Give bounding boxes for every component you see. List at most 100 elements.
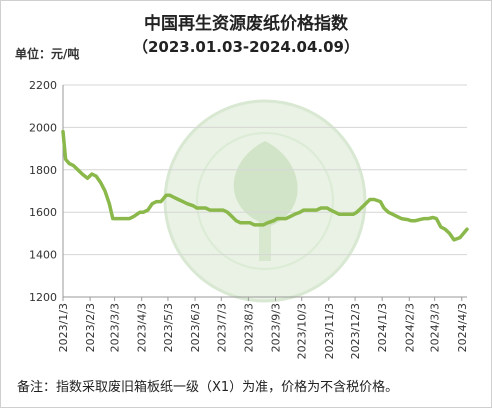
data-point bbox=[218, 209, 221, 211]
data-point bbox=[151, 203, 153, 205]
data-point bbox=[276, 217, 278, 220]
watermark-tree-icon bbox=[233, 141, 298, 226]
data-point bbox=[352, 213, 354, 215]
data-point bbox=[120, 217, 122, 220]
chart-subtitle: （2023.01.03-2024.04.09） bbox=[132, 38, 359, 56]
data-point bbox=[281, 217, 283, 220]
data-point bbox=[115, 217, 117, 220]
x-tick-label: 2023/4/3 bbox=[136, 303, 149, 352]
data-point bbox=[128, 217, 131, 220]
data-point bbox=[112, 217, 114, 220]
data-point bbox=[253, 224, 256, 226]
data-point bbox=[320, 207, 322, 209]
data-point bbox=[124, 217, 126, 220]
data-point bbox=[329, 209, 332, 211]
data-point bbox=[289, 215, 291, 218]
data-point bbox=[307, 209, 309, 211]
x-tick-label: 2023/3/3 bbox=[109, 303, 122, 352]
data-point bbox=[139, 211, 141, 213]
data-point bbox=[226, 211, 228, 213]
data-point bbox=[142, 211, 145, 213]
data-point bbox=[192, 205, 194, 207]
data-point bbox=[334, 211, 336, 213]
data-point bbox=[440, 226, 442, 228]
data-point bbox=[299, 211, 301, 213]
data-point bbox=[100, 181, 102, 184]
data-point bbox=[147, 209, 149, 211]
data-point bbox=[347, 213, 349, 215]
data-point bbox=[462, 232, 465, 234]
data-point bbox=[258, 224, 260, 226]
data-point bbox=[108, 203, 110, 205]
data-point bbox=[177, 198, 180, 201]
data-point bbox=[392, 213, 394, 215]
data-point bbox=[239, 222, 242, 224]
data-point bbox=[186, 203, 188, 205]
data-point bbox=[173, 196, 175, 198]
x-tick-label: 2024/3/3 bbox=[429, 303, 442, 352]
data-point bbox=[373, 198, 375, 201]
data-point bbox=[196, 207, 198, 209]
watermark-inner-ring bbox=[196, 132, 334, 270]
y-tick-label: 1200 bbox=[29, 291, 57, 304]
data-point bbox=[68, 162, 70, 165]
x-tick-label: 2023/12/3 bbox=[349, 303, 362, 359]
y-tick-label: 2000 bbox=[29, 121, 57, 134]
data-point bbox=[379, 201, 382, 203]
data-point bbox=[302, 209, 305, 211]
data-point bbox=[231, 215, 233, 218]
data-point bbox=[396, 215, 398, 218]
data-point bbox=[155, 201, 158, 203]
data-point bbox=[86, 177, 89, 179]
y-tick-label: 1600 bbox=[29, 206, 57, 219]
data-point bbox=[169, 194, 171, 196]
data-point bbox=[81, 173, 83, 175]
y-tick-label: 1400 bbox=[29, 249, 57, 262]
data-point bbox=[410, 220, 412, 222]
chart-title: 中国再生资源废纸价格指数 bbox=[144, 14, 348, 34]
data-point bbox=[448, 232, 451, 234]
data-point bbox=[466, 228, 468, 230]
data-point bbox=[213, 209, 215, 211]
data-point bbox=[182, 201, 184, 203]
x-tick-label: 2023/7/3 bbox=[215, 303, 228, 352]
x-tick-label: 2023/9/3 bbox=[269, 303, 282, 352]
data-point bbox=[383, 207, 385, 209]
x-tick-label: 2024/4/3 bbox=[456, 303, 469, 352]
data-point bbox=[294, 213, 296, 215]
x-tick-label: 2023/5/3 bbox=[162, 303, 175, 352]
data-point bbox=[427, 217, 430, 220]
data-point bbox=[423, 217, 425, 220]
data-point bbox=[414, 220, 417, 222]
data-point bbox=[65, 158, 67, 160]
data-point bbox=[133, 215, 135, 218]
data-point bbox=[364, 203, 367, 205]
data-point bbox=[204, 207, 207, 209]
data-point bbox=[91, 173, 93, 175]
data-point bbox=[444, 228, 446, 230]
unit-label: 单位：元/吨 bbox=[15, 47, 80, 61]
watermark-trunk bbox=[259, 221, 271, 261]
data-point bbox=[315, 209, 318, 211]
data-point bbox=[209, 209, 211, 211]
data-point bbox=[311, 209, 313, 211]
data-point bbox=[387, 211, 389, 213]
data-point bbox=[343, 213, 345, 215]
data-point bbox=[235, 220, 237, 222]
data-point bbox=[200, 207, 202, 209]
data-point bbox=[419, 219, 421, 221]
data-point bbox=[406, 219, 409, 221]
data-point bbox=[77, 169, 79, 171]
data-point bbox=[360, 207, 362, 209]
data-point bbox=[95, 175, 97, 177]
data-point bbox=[432, 216, 434, 219]
data-point bbox=[273, 220, 275, 222]
data-point bbox=[160, 201, 162, 203]
data-point bbox=[104, 190, 106, 192]
data-point bbox=[246, 222, 248, 224]
x-tick-label: 2023/11/3 bbox=[323, 303, 336, 359]
data-point bbox=[267, 222, 269, 224]
data-point bbox=[356, 211, 358, 213]
data-point bbox=[369, 198, 371, 201]
